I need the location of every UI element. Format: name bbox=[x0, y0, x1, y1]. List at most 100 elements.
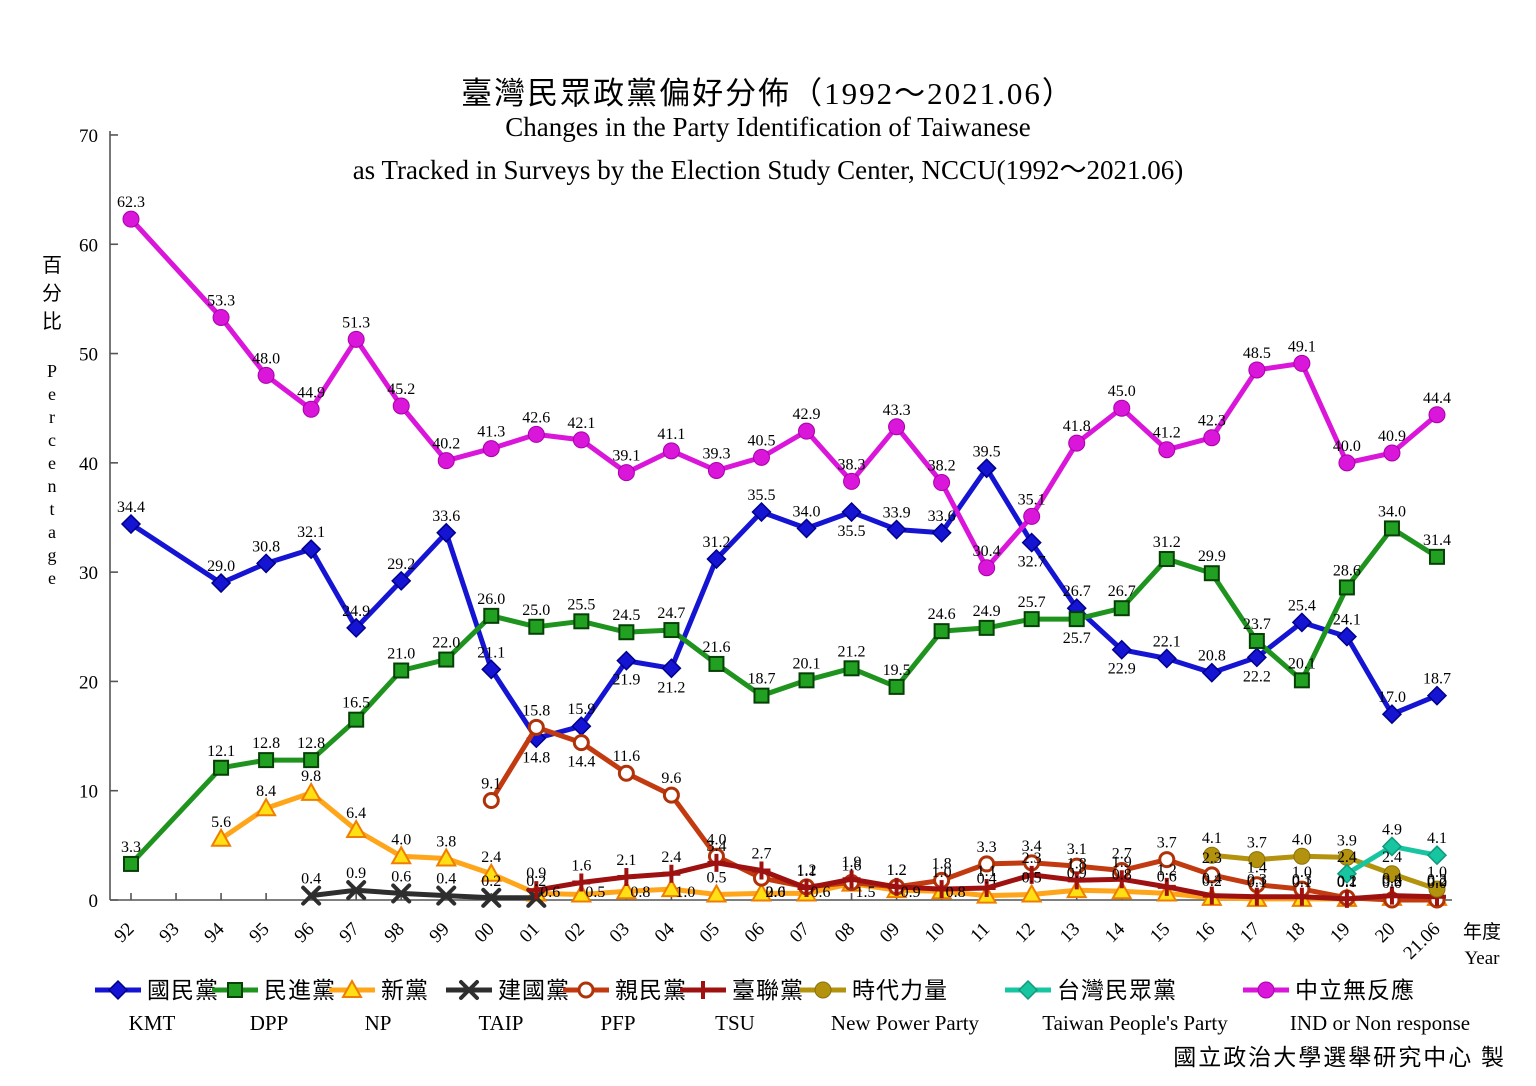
value-label-ind-14: 45.0 bbox=[1108, 383, 1136, 400]
value-label-dpp-07: 20.1 bbox=[793, 655, 821, 672]
value-label-dpp-21.06: 31.4 bbox=[1423, 532, 1451, 549]
marker-tsu bbox=[617, 868, 636, 887]
value-label-ind-16: 42.3 bbox=[1198, 413, 1226, 430]
value-label-dpp-13: 25.7 bbox=[1063, 630, 1091, 647]
legend-marker-dpp bbox=[227, 982, 243, 998]
y-axis-label-en-char: e bbox=[48, 568, 56, 588]
legend-marker-taip bbox=[459, 980, 479, 1000]
value-label-ind-15: 41.2 bbox=[1153, 425, 1181, 442]
legend-label-zh-tsu: 臺聯黨 bbox=[732, 978, 804, 1003]
value-label-kmt-97: 24.9 bbox=[342, 603, 370, 620]
value-label-tsu-03: 2.1 bbox=[616, 852, 636, 869]
value-label-dpp-96: 12.8 bbox=[297, 735, 325, 752]
marker-dpp bbox=[1428, 548, 1445, 565]
value-label-dpp-02: 25.5 bbox=[567, 596, 595, 613]
marker-np bbox=[255, 797, 277, 817]
marker-kmt bbox=[481, 659, 502, 680]
value-label-tsu-21.06: 0.3 bbox=[1427, 872, 1447, 889]
marker-kmt bbox=[120, 513, 142, 535]
legend-label-zh-np: 新黨 bbox=[381, 978, 429, 1003]
marker-ind bbox=[662, 442, 680, 460]
value-label-ind-13: 41.8 bbox=[1063, 418, 1091, 435]
marker-kmt bbox=[1381, 704, 1403, 725]
marker-dpp bbox=[258, 752, 275, 769]
value-label-dpp-20: 34.0 bbox=[1378, 503, 1406, 520]
value-label-pfp-14: 2.7 bbox=[1112, 845, 1132, 862]
value-label-pfp-12: 3.4 bbox=[1022, 838, 1042, 855]
value-label-ind-12: 35.1 bbox=[1018, 491, 1046, 508]
value-label-kmt-21.06: 18.7 bbox=[1423, 671, 1451, 688]
marker-kmt bbox=[1246, 647, 1267, 668]
y-axis-label-zh: 百分比 bbox=[40, 252, 64, 336]
value-label-np-17: 0.1 bbox=[1247, 874, 1267, 891]
x-tick-label-92: 92 bbox=[110, 919, 138, 947]
y-tick-label-0: 0 bbox=[89, 891, 99, 912]
legend-label-en-tpp: Taiwan People's Party bbox=[1042, 1011, 1228, 1035]
value-label-pfp-03: 11.6 bbox=[613, 748, 640, 765]
value-label-ind-19: 40.0 bbox=[1333, 438, 1361, 455]
marker-taip bbox=[436, 885, 457, 906]
value-label-np-07: 0.6 bbox=[811, 884, 831, 901]
value-label-kmt-19: 24.1 bbox=[1333, 612, 1361, 629]
series-line-pfp bbox=[488, 724, 1440, 903]
x-tick-label-19: 19 bbox=[1326, 919, 1354, 947]
legend-label-zh-dpp: 民進黨 bbox=[264, 978, 336, 1003]
value-label-np-99: 3.8 bbox=[436, 833, 456, 850]
value-label-pfp-18: 1.0 bbox=[1292, 864, 1312, 881]
marker-tsu bbox=[527, 881, 546, 900]
value-label-np-19: 0.1 bbox=[1337, 874, 1357, 891]
value-label-np-01: 0.6 bbox=[540, 884, 560, 901]
value-label-dpp-09: 19.5 bbox=[883, 662, 911, 679]
marker-tsu bbox=[932, 880, 951, 899]
y-axis-label-en-char: g bbox=[47, 545, 57, 565]
value-label-np-98: 4.0 bbox=[391, 831, 411, 848]
legend-label-zh-tpp: 台灣民眾黨 bbox=[1057, 978, 1177, 1003]
value-label-kmt-09: 33.9 bbox=[883, 505, 911, 522]
chart-subtitle-line1: Changes in the Party Identification of T… bbox=[505, 112, 1031, 142]
value-label-np-08: 1.5 bbox=[856, 884, 876, 901]
x-tick-label-11: 11 bbox=[966, 919, 994, 947]
legend-label-en-taip: TAIP bbox=[479, 1011, 524, 1035]
value-label-ind-01: 42.6 bbox=[522, 409, 550, 426]
chart-subtitle-line2: as Tracked in Surveys by the Election St… bbox=[352, 155, 1184, 185]
y-axis-label-zh-char: 百 bbox=[42, 255, 62, 277]
legend-label-zh-npp: 時代力量 bbox=[852, 978, 948, 1003]
value-label-ind-05: 39.3 bbox=[702, 445, 730, 462]
value-label-tsu-02: 1.6 bbox=[571, 858, 591, 875]
value-label-tsu-17: 0.3 bbox=[1247, 872, 1267, 889]
marker-dpp bbox=[1068, 611, 1085, 628]
value-label-kmt-07: 34.0 bbox=[793, 503, 821, 520]
legend-label-zh-pfp: 親民黨 bbox=[615, 978, 687, 1003]
value-label-ind-04: 41.1 bbox=[657, 426, 685, 443]
value-label-pfp-17: 1.4 bbox=[1247, 860, 1267, 877]
value-label-kmt-10: 33.6 bbox=[928, 508, 956, 525]
legend-item-tpp: 台灣民眾黨 Taiwan People's Party bbox=[1005, 978, 1228, 1035]
marker-dpp bbox=[1338, 579, 1355, 596]
marker-pfp bbox=[1158, 851, 1176, 869]
value-label-kmt-16: 20.8 bbox=[1198, 648, 1226, 665]
x-tick-label-05: 05 bbox=[696, 919, 724, 947]
value-label-dpp-15: 31.2 bbox=[1153, 534, 1181, 551]
y-axis-label-en-char: e bbox=[48, 453, 56, 473]
marker-dpp bbox=[393, 662, 410, 679]
marker-dpp bbox=[978, 619, 995, 636]
marker-dpp bbox=[348, 711, 365, 728]
legend-label-zh-ind: 中立無反應 bbox=[1295, 978, 1415, 1003]
marker-dpp bbox=[753, 687, 770, 704]
value-label-np-03: 0.8 bbox=[630, 884, 650, 901]
value-label-dpp-17: 23.7 bbox=[1243, 616, 1271, 633]
marker-pfp bbox=[617, 764, 635, 782]
legend-marker-pfp bbox=[577, 981, 595, 999]
marker-dpp bbox=[438, 651, 455, 668]
value-label-kmt-04: 21.2 bbox=[657, 679, 685, 696]
legend-item-dpp: 民進黨 DPP bbox=[212, 978, 336, 1035]
value-label-pfp-05: 4.0 bbox=[706, 831, 726, 848]
value-label-tsu-18: 0.3 bbox=[1292, 872, 1312, 889]
marker-ind bbox=[1203, 429, 1221, 447]
marker-npp bbox=[1248, 851, 1266, 869]
marker-dpp bbox=[573, 613, 590, 630]
marker-tpp bbox=[1381, 836, 1403, 857]
marker-tsu bbox=[1247, 887, 1266, 906]
marker-np bbox=[1020, 883, 1043, 903]
value-label-ind-21.06: 44.4 bbox=[1423, 390, 1451, 407]
